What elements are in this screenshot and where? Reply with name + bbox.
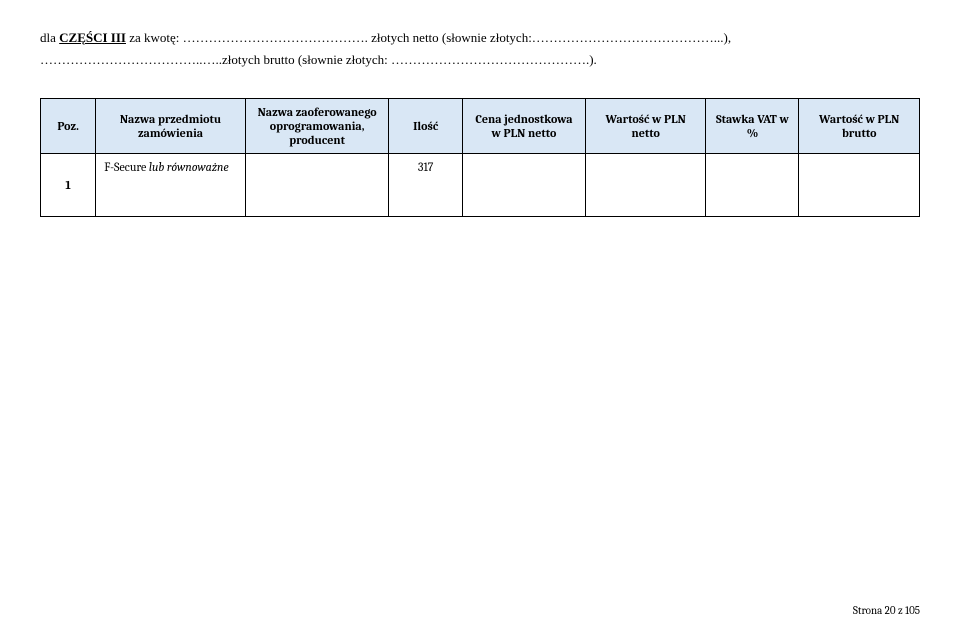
cell-ilosc: 317 bbox=[389, 154, 463, 217]
pricing-table: Poz. Nazwa przedmiotu zamówienia Nazwa z… bbox=[40, 98, 920, 217]
nazwa-italic: lub równoważne bbox=[149, 160, 229, 174]
col-header-wartosc-netto: Wartość w PLN netto bbox=[585, 99, 706, 154]
header-line-1: dla CZĘŚCI III za kwotę: …………………………………….… bbox=[40, 30, 920, 46]
col-header-zaoferowanego: Nazwa zaoferowanego oprogramowania, prod… bbox=[245, 99, 389, 154]
label-bold: CZĘŚCI III bbox=[59, 30, 126, 45]
col-header-poz: Poz. bbox=[41, 99, 96, 154]
cell-stawka bbox=[706, 154, 799, 217]
table-header-row: Poz. Nazwa przedmiotu zamówienia Nazwa z… bbox=[41, 99, 920, 154]
page-footer: Strona 20 z 105 bbox=[853, 604, 920, 617]
header-line-2: ………………………………..…..złotych brutto (słownie… bbox=[40, 52, 920, 68]
table-row: 1 F-Secure lub równoważne 317 bbox=[41, 154, 920, 217]
col-header-nazwa: Nazwa przedmiotu zamówienia bbox=[96, 99, 246, 154]
nazwa-prefix: F-Secure bbox=[104, 160, 149, 174]
cell-poz: 1 bbox=[41, 154, 96, 217]
cell-zaoferowanego bbox=[245, 154, 389, 217]
cell-cena bbox=[462, 154, 585, 217]
label-prefix: dla bbox=[40, 30, 59, 45]
col-header-stawka: Stawka VAT w % bbox=[706, 99, 799, 154]
col-header-wartosc-brutto: Wartość w PLN brutto bbox=[799, 99, 920, 154]
cell-wartosc-brutto bbox=[799, 154, 920, 217]
label-after: za kwotę: ……………………………………. złotych netto … bbox=[126, 30, 731, 45]
col-header-cena: Cena jednostkowa w PLN netto bbox=[462, 99, 585, 154]
cell-wartosc-netto bbox=[585, 154, 706, 217]
col-header-ilosc: Ilość bbox=[389, 99, 463, 154]
cell-nazwa: F-Secure lub równoważne bbox=[96, 154, 246, 217]
